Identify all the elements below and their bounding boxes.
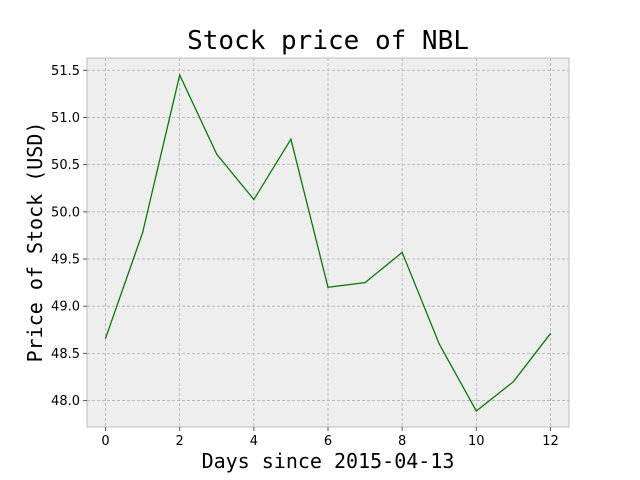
y-tick-label: 50.5 <box>51 158 80 173</box>
y-tick-label: 50.0 <box>51 205 80 220</box>
x-tick-label: 2 <box>176 434 184 449</box>
data-point <box>549 332 552 335</box>
y-tick-label: 51.0 <box>51 111 80 126</box>
data-point <box>401 251 403 254</box>
data-point <box>142 231 144 234</box>
data-point <box>475 410 477 412</box>
y-axis-label: Price of Stock (USD) <box>23 122 47 363</box>
data-point <box>104 337 107 339</box>
x-tick-label: 12 <box>542 434 559 449</box>
data-point <box>327 286 329 288</box>
x-tick-label: 4 <box>250 434 258 449</box>
data-point <box>290 138 292 140</box>
data-point <box>438 343 440 345</box>
y-tick-label: 48.0 <box>51 394 80 409</box>
grid-lines <box>87 58 569 427</box>
data-point <box>179 74 181 76</box>
data-point <box>364 282 366 284</box>
data-point <box>253 198 255 201</box>
x-axis-label: Days since 2015-04-13 <box>202 449 455 473</box>
y-tick-label: 51.5 <box>51 64 80 79</box>
y-tick-label: 49.0 <box>51 300 80 315</box>
y-tick-label: 48.5 <box>51 347 80 362</box>
x-tick-label: 10 <box>468 434 485 449</box>
x-tick-label: 0 <box>101 434 109 449</box>
y-tick-label: 49.5 <box>51 253 80 268</box>
chart-title: Stock price of NBL <box>187 26 469 56</box>
x-tick-label: 8 <box>398 434 406 449</box>
series-layer <box>104 73 552 412</box>
axis-ticks: 0 2 4 6 8 10 12 48.0 48.5 49.0 49.5 50.0 50.5 51.0 51.… <box>51 64 559 449</box>
x-tick-label: 6 <box>324 434 332 449</box>
data-point <box>216 153 218 155</box>
data-point <box>512 381 514 383</box>
